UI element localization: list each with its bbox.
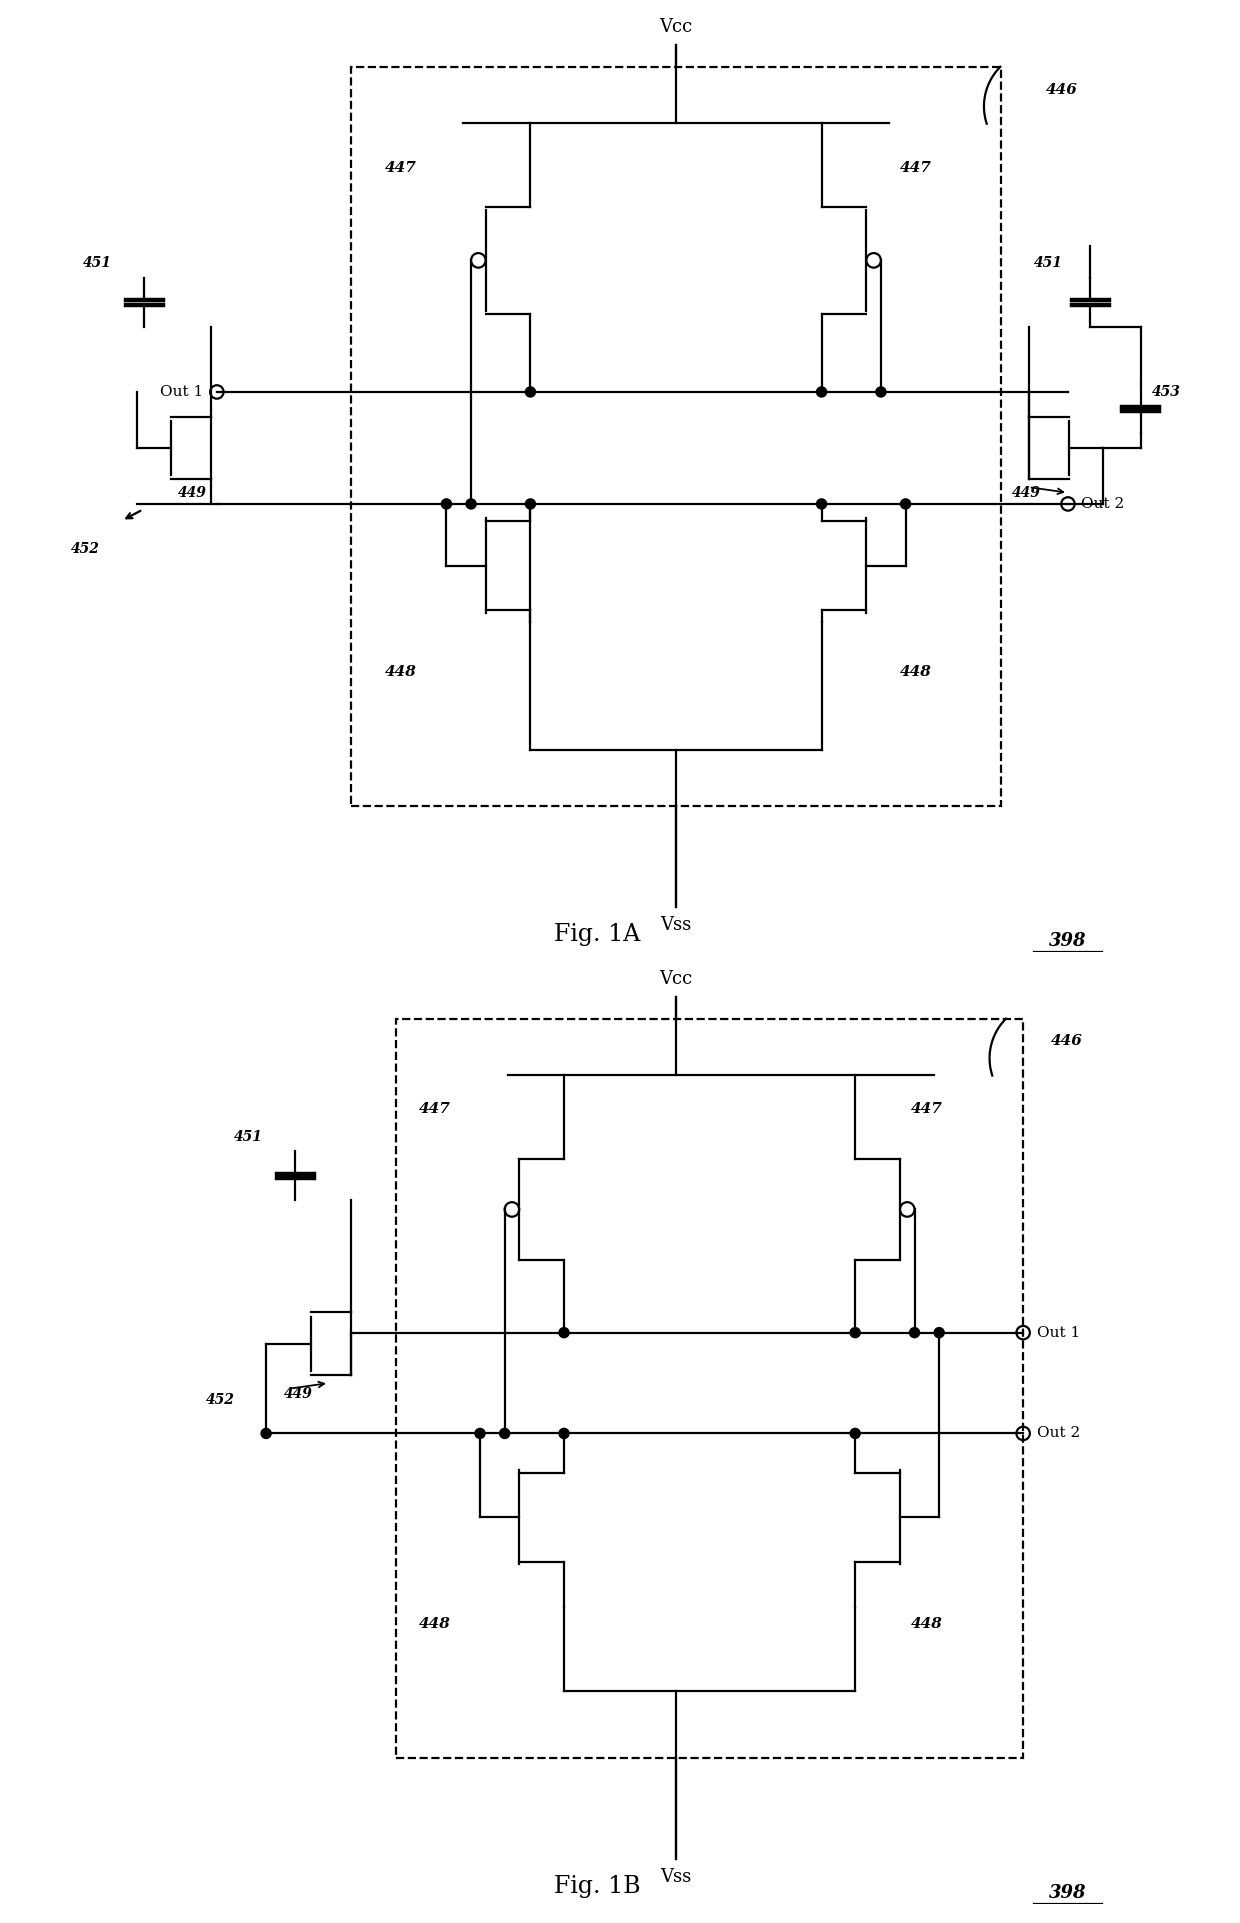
Text: 446: 446 <box>1052 1035 1083 1048</box>
Text: 451: 451 <box>83 256 112 269</box>
Circle shape <box>900 498 910 510</box>
Text: 448: 448 <box>911 1617 944 1631</box>
Text: 447: 447 <box>384 162 417 175</box>
Text: 447: 447 <box>911 1102 944 1115</box>
Text: Fig. 1A: Fig. 1A <box>554 923 641 946</box>
Circle shape <box>816 387 827 396</box>
Circle shape <box>875 387 885 396</box>
Text: 449: 449 <box>284 1386 312 1402</box>
Text: 398: 398 <box>1049 1883 1086 1902</box>
Circle shape <box>500 1429 510 1438</box>
Text: 452: 452 <box>71 542 100 556</box>
Text: Fig. 1B: Fig. 1B <box>554 1875 641 1898</box>
Text: 447: 447 <box>900 162 931 175</box>
Text: Vcc: Vcc <box>660 969 693 988</box>
Text: Out 1: Out 1 <box>1037 1325 1080 1340</box>
Text: Out 2: Out 2 <box>1037 1427 1080 1440</box>
Circle shape <box>466 498 476 510</box>
Bar <box>396 1019 1023 1758</box>
Circle shape <box>475 1429 485 1438</box>
Circle shape <box>559 1429 569 1438</box>
Circle shape <box>851 1429 861 1438</box>
Text: 449: 449 <box>1012 487 1040 500</box>
Text: 448: 448 <box>900 665 931 679</box>
Circle shape <box>526 387 536 396</box>
Circle shape <box>851 1327 861 1338</box>
Text: Out 2: Out 2 <box>1081 496 1125 512</box>
Circle shape <box>262 1429 272 1438</box>
Text: 451: 451 <box>233 1129 263 1144</box>
Circle shape <box>559 1327 569 1338</box>
Circle shape <box>526 498 536 510</box>
Text: 398: 398 <box>1049 931 1086 950</box>
Text: 453: 453 <box>1152 385 1180 398</box>
Text: 447: 447 <box>418 1102 450 1115</box>
Text: 452: 452 <box>206 1392 234 1408</box>
Bar <box>351 67 1001 806</box>
Text: Vss: Vss <box>661 915 692 935</box>
Text: 446: 446 <box>1045 83 1078 96</box>
Circle shape <box>909 1327 920 1338</box>
Text: 449: 449 <box>177 487 207 500</box>
Text: 451: 451 <box>1034 256 1063 269</box>
Text: 448: 448 <box>384 665 417 679</box>
Text: Vss: Vss <box>661 1867 692 1886</box>
Circle shape <box>934 1327 944 1338</box>
Circle shape <box>816 498 827 510</box>
Text: Out 1: Out 1 <box>160 385 203 398</box>
Text: 448: 448 <box>418 1617 450 1631</box>
Text: Vcc: Vcc <box>660 17 693 37</box>
Circle shape <box>441 498 451 510</box>
